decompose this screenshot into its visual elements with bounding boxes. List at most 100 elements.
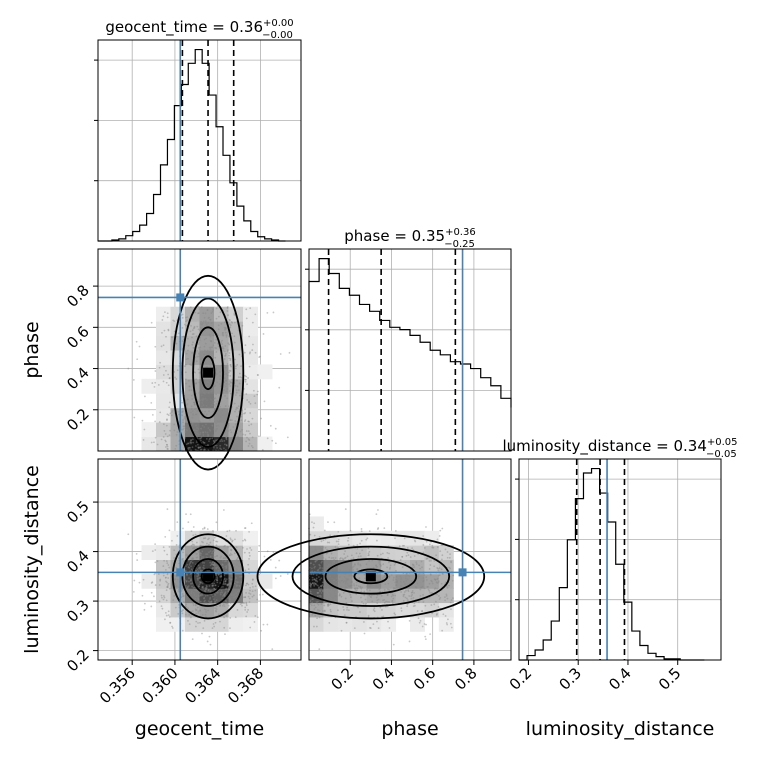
sample-point: [143, 608, 146, 611]
sample-point: [239, 376, 242, 378]
sample-point: [211, 388, 214, 391]
sample-point: [198, 353, 201, 356]
sample-point: [316, 600, 319, 603]
sample-point: [241, 599, 243, 602]
sample-point: [167, 577, 170, 579]
sample-point: [171, 625, 173, 628]
sample-point: [197, 312, 200, 315]
sample-point: [190, 558, 193, 561]
sample-point: [174, 376, 177, 379]
sample-point: [422, 577, 425, 579]
sample-point: [166, 419, 168, 421]
xlabel-luminosity_distance: luminosity_distance: [526, 718, 715, 740]
sample-point: [425, 576, 428, 578]
sample-point: [440, 544, 443, 547]
sample-point: [427, 588, 430, 591]
sample-point: [235, 389, 238, 392]
sample-point: [127, 533, 130, 536]
sample-point: [189, 616, 192, 619]
sample-point: [382, 599, 384, 602]
sample-point: [452, 597, 454, 600]
sample-point: [191, 582, 194, 585]
sample-point: [224, 579, 227, 582]
sample-point: [212, 564, 215, 567]
sample-point: [203, 600, 206, 603]
sample-point: [197, 446, 200, 449]
sample-point: [355, 552, 358, 555]
density-peak: [203, 367, 214, 378]
sample-point: [328, 597, 330, 600]
truth-marker: [176, 293, 185, 302]
sample-point: [436, 582, 439, 584]
sample-point: [423, 547, 426, 549]
sample-point: [404, 583, 406, 585]
sample-point: [195, 612, 198, 615]
sample-point: [212, 530, 214, 532]
sample-point: [208, 438, 211, 441]
sample-point: [352, 565, 355, 568]
sample-point: [429, 564, 432, 566]
sample-point: [186, 574, 188, 577]
title-phase: phase = 0.35+0.36 −0.25: [344, 227, 475, 250]
sample-point: [210, 390, 213, 393]
sample-point: [375, 564, 377, 567]
sample-point: [376, 599, 379, 602]
sample-point: [368, 550, 371, 553]
sample-point: [153, 595, 155, 598]
sample-point: [381, 552, 384, 555]
sample-point: [286, 573, 289, 575]
sample-point: [197, 597, 200, 600]
sample-point: [248, 352, 251, 355]
sample-point: [402, 595, 405, 598]
sample-point: [326, 565, 329, 568]
sample-point: [357, 562, 360, 565]
sample-point: [376, 602, 379, 604]
sample-point: [396, 579, 399, 582]
sample-point: [343, 557, 346, 560]
ytick-label-luminosity_distance: 0.5: [63, 497, 93, 527]
sample-point: [240, 602, 243, 605]
sample-point: [184, 428, 187, 431]
sample-point: [433, 560, 436, 562]
sample-point: [432, 546, 435, 549]
sample-point: [214, 439, 217, 442]
sample-point: [345, 621, 348, 624]
sample-point: [235, 408, 237, 411]
density-cell: [185, 350, 200, 365]
sample-point: [200, 427, 203, 430]
sample-point: [346, 555, 349, 558]
sample-point: [394, 613, 397, 616]
sample-point: [450, 626, 453, 629]
sample-point: [227, 588, 230, 591]
sample-point: [266, 623, 269, 626]
sample-point: [394, 594, 397, 597]
sample-point: [244, 408, 246, 411]
sample-point: [345, 602, 348, 604]
sample-point: [344, 586, 347, 589]
sample-point: [206, 553, 209, 556]
sample-point: [185, 587, 188, 590]
sample-point: [225, 335, 228, 338]
sample-point: [208, 346, 211, 349]
sample-point: [311, 601, 314, 604]
sample-point: [215, 338, 218, 341]
sample-point: [384, 583, 387, 586]
sample-point: [162, 380, 165, 383]
sample-point: [165, 576, 167, 579]
sample-point: [176, 369, 179, 372]
sample-point: [423, 574, 426, 576]
sample-point: [181, 414, 183, 417]
sample-point: [206, 528, 209, 530]
sample-point: [157, 573, 160, 575]
sample-point: [217, 574, 220, 576]
sample-point: [199, 399, 202, 402]
sample-point: [313, 585, 316, 587]
sample-point: [370, 594, 373, 597]
sample-point: [201, 528, 204, 530]
sample-point: [223, 350, 226, 353]
sample-point: [197, 352, 200, 355]
sample-point: [223, 407, 226, 410]
sample-point: [220, 555, 222, 558]
sample-point: [313, 604, 316, 607]
sample-point: [239, 599, 242, 602]
